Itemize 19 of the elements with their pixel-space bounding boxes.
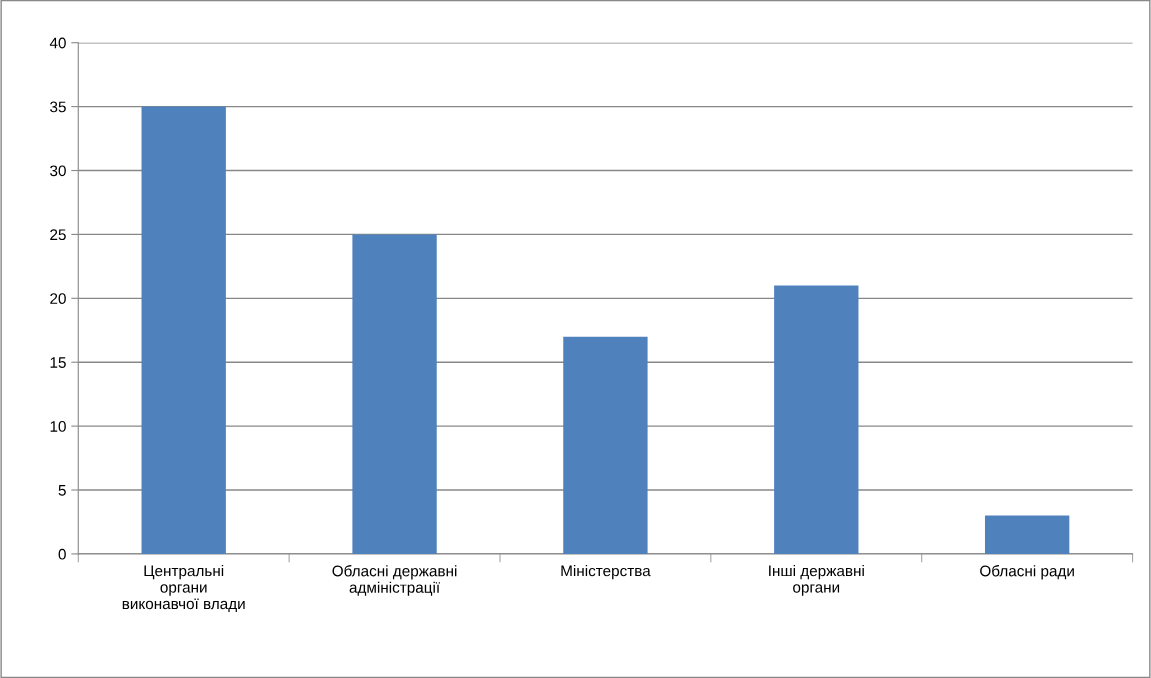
y-tick-label: 10 <box>50 420 66 432</box>
bar <box>563 336 648 554</box>
y-tick-label: 30 <box>50 165 66 177</box>
y-tick-label: 35 <box>50 101 66 113</box>
x-tick-label: Центральні органи виконавчої влади <box>122 565 245 613</box>
x-tick-label: Обласні ради <box>980 565 1074 580</box>
y-tick-label: 25 <box>50 229 66 241</box>
y-tick-label: 0 <box>58 548 66 560</box>
x-tick-label: Міністерства <box>561 565 651 580</box>
bar <box>984 515 1070 554</box>
y-tick-label: 40 <box>49 37 66 49</box>
y-tick-label: 15 <box>50 357 66 368</box>
bar <box>352 234 437 554</box>
x-tick-label: Інші державні органи <box>769 565 864 596</box>
y-tick-label: 5 <box>58 485 66 496</box>
bar <box>141 106 226 554</box>
y-tick-label: 20 <box>50 293 66 305</box>
x-tick-label: Обласні державні адміністрації <box>332 565 457 596</box>
bar <box>774 285 859 554</box>
